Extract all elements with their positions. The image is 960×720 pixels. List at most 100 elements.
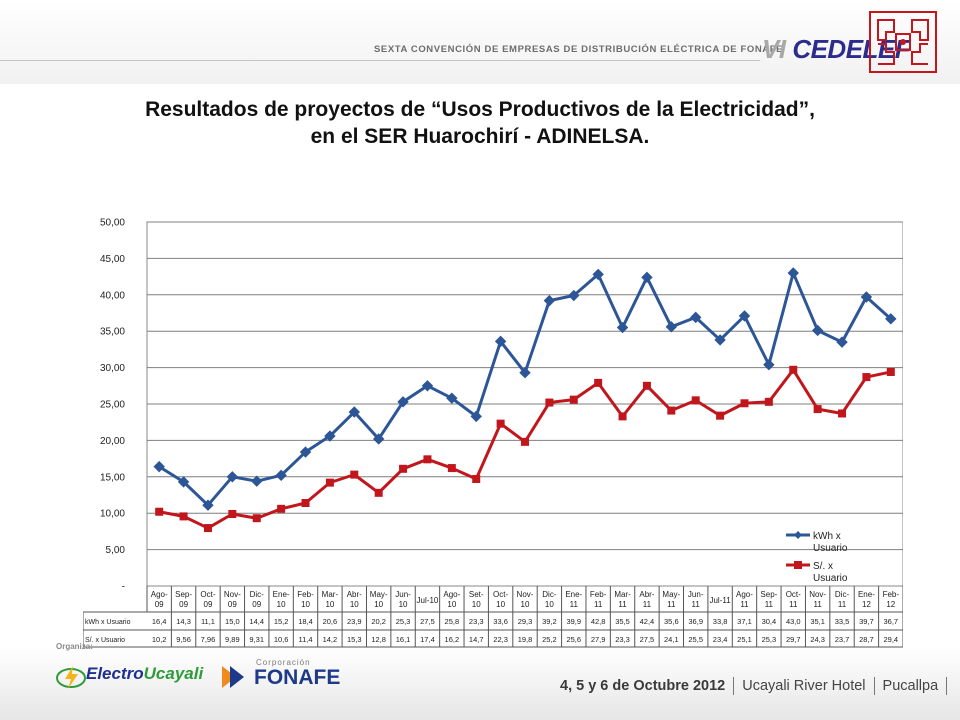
- table-cell: 30,4: [762, 617, 777, 626]
- x-category-label: 10: [301, 600, 310, 609]
- series-1-point: [324, 430, 336, 442]
- table-cell: 27,5: [640, 635, 655, 644]
- series-2-point: [301, 499, 310, 508]
- x-category-label: Ene-: [858, 590, 875, 599]
- table-cell: 28,7: [859, 635, 874, 644]
- series-2-point: [886, 367, 895, 376]
- table-cell: 25,1: [737, 635, 752, 644]
- series-2-point: [228, 510, 237, 519]
- fonafe-corp-label: Corporación: [256, 658, 311, 667]
- series-2-point: [252, 514, 261, 523]
- x-category-label: 11: [643, 600, 652, 609]
- x-category-label: May-: [662, 590, 680, 599]
- series-1-point: [470, 410, 482, 423]
- series-2-point: [447, 464, 456, 473]
- header-band: [0, 0, 960, 84]
- table-cell: 23,3: [615, 635, 630, 644]
- y-tick-label: 30,00: [100, 363, 125, 374]
- x-category-label: 10: [325, 600, 334, 609]
- x-category-label: Dic-: [542, 590, 557, 599]
- lightning-swoosh-icon: [56, 666, 86, 689]
- table-cell: 37,1: [737, 617, 752, 626]
- legend-label: S/. x: [813, 561, 833, 572]
- x-category-label: 10: [399, 600, 408, 609]
- series-2-point: [374, 488, 383, 497]
- table-cell: 24,1: [664, 635, 679, 644]
- table-cell: 25,5: [688, 635, 703, 644]
- x-category-label: 11: [570, 600, 579, 609]
- x-category-label: 11: [667, 600, 676, 609]
- series-2-point: [472, 474, 481, 483]
- table-cell: 22,3: [493, 635, 508, 644]
- table-cell: 20,6: [323, 617, 338, 626]
- line-chart: - 5,00 10,00 15,00 20,00 25,00 30,00 35,00 40,00…: [83, 206, 903, 664]
- table-cell: 33,5: [835, 617, 850, 626]
- organiza-label: Organiza:: [56, 642, 93, 651]
- y-tick-label: 15,00: [100, 472, 125, 483]
- table-cell: 29,3: [518, 617, 533, 626]
- series-1-point: [763, 358, 775, 371]
- table-cell: 7,96: [201, 635, 216, 644]
- table-row-label: S/. x Usuario: [85, 637, 125, 644]
- table-cell: 39,2: [542, 617, 557, 626]
- table-cell: 15,2: [274, 617, 289, 626]
- legend-label: Usuario: [813, 543, 848, 554]
- x-category-label: Abr-: [347, 590, 362, 599]
- series-1-point: [811, 324, 824, 337]
- x-category-label: Oct-: [786, 590, 801, 599]
- x-category-label: 10: [447, 600, 456, 609]
- x-category-label: 10: [496, 600, 505, 609]
- series-2-point: [496, 419, 505, 428]
- series-2-point: [642, 381, 651, 390]
- x-category-label: 12: [886, 600, 895, 609]
- event-city: Pucallpa: [882, 677, 939, 694]
- series-2-point: [521, 437, 529, 446]
- logo1-word-a: Electro: [86, 664, 144, 683]
- table-cell: 15,0: [225, 617, 240, 626]
- series-1-point: [641, 271, 653, 284]
- legend-swatch-marker: [794, 531, 802, 539]
- table-cell: 11,4: [298, 635, 312, 644]
- footer-separator: [946, 677, 948, 695]
- x-category-label: Dic-: [835, 590, 850, 599]
- x-category-label: Jun-: [688, 590, 704, 599]
- x-category-label: 11: [692, 600, 701, 609]
- x-category-label: Ene-: [565, 590, 582, 599]
- x-category-label: Mar-: [614, 590, 631, 599]
- footer-band: [0, 648, 960, 720]
- table-cell: 18,4: [298, 617, 313, 626]
- series-1-point: [568, 289, 580, 302]
- series-1-point: [860, 291, 873, 303]
- x-category-label: 11: [765, 600, 774, 609]
- table-cell: 27,9: [591, 635, 606, 644]
- table-cell: 15,3: [347, 635, 362, 644]
- table-cell: 25,6: [566, 635, 581, 644]
- x-category-label: Jun-: [395, 590, 411, 599]
- table-cell: 9,56: [176, 635, 191, 644]
- x-category-label: Dic-: [250, 590, 265, 599]
- series-2-point: [838, 409, 847, 418]
- table-cell: 12,8: [371, 635, 386, 644]
- table-cell: 20,2: [371, 617, 386, 626]
- table-cell: 42,4: [640, 617, 655, 626]
- series-2-point: [423, 455, 432, 464]
- legend-label: Usuario: [813, 573, 848, 584]
- series-2-point: [594, 378, 603, 387]
- x-category-label: May-: [370, 590, 388, 599]
- table-cell: 23,3: [469, 617, 484, 626]
- table-cell: 23,4: [713, 635, 728, 644]
- x-category-label: 11: [813, 600, 822, 609]
- series-1-point: [226, 471, 239, 483]
- series-2-point: [399, 464, 408, 473]
- x-category-label: 11: [789, 600, 798, 609]
- table-cell: 17,4: [420, 635, 435, 644]
- y-tick-label: 40,00: [100, 290, 125, 301]
- series-2-point: [569, 395, 578, 404]
- x-category-label: Feb-: [590, 590, 607, 599]
- y-tick-label: 50,00: [100, 218, 125, 229]
- series-1-point: [714, 334, 726, 346]
- x-category-label: Nov-: [224, 590, 241, 599]
- table-cell: 14,7: [469, 635, 484, 644]
- series-2-point: [691, 396, 700, 405]
- table-cell: 35,6: [664, 617, 679, 626]
